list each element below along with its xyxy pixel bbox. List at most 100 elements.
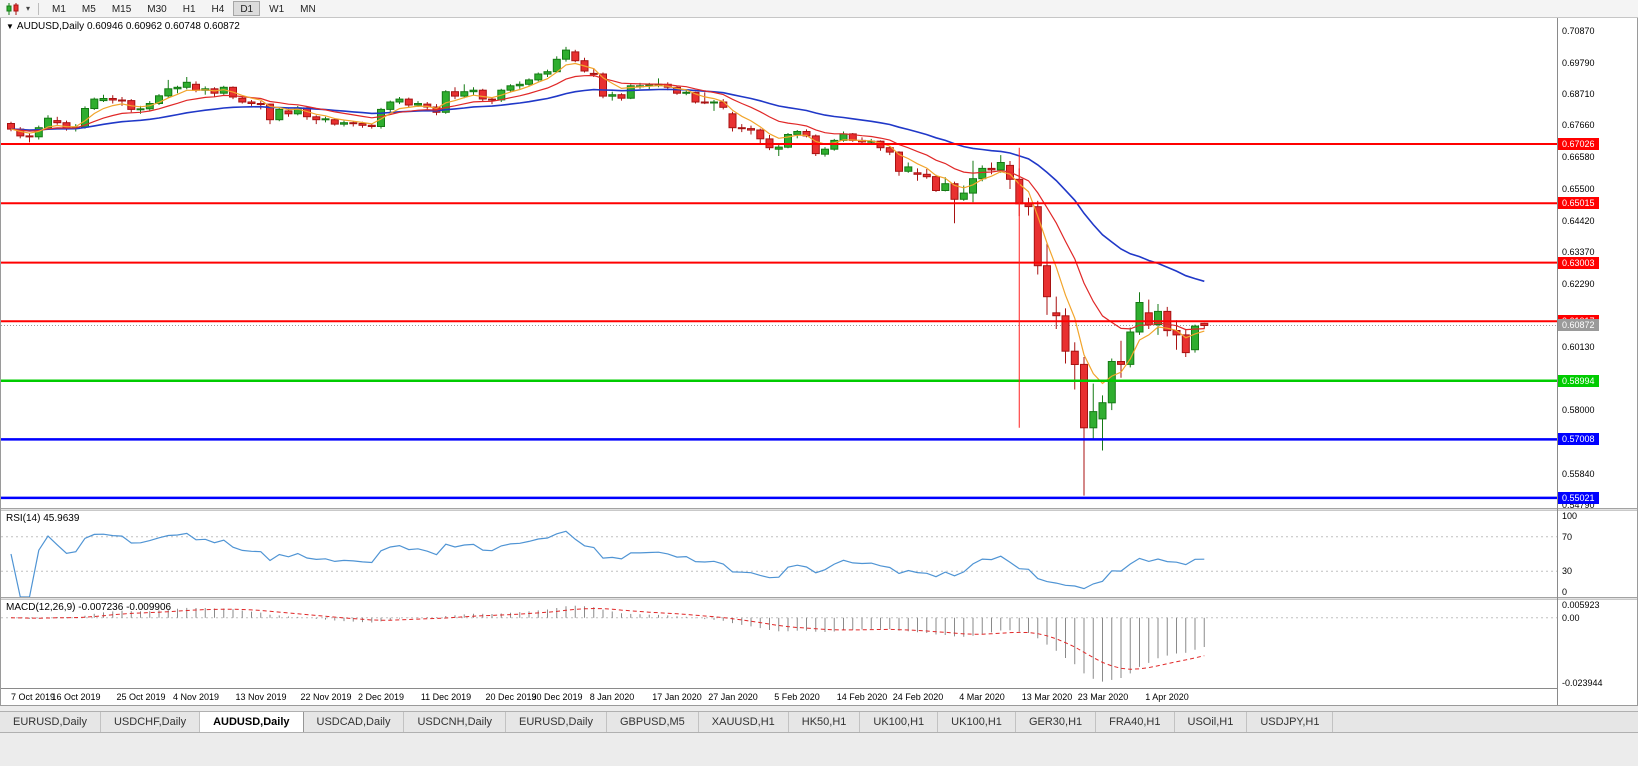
date-label: 14 Feb 2020 [836,692,888,702]
timeframe-button-mn[interactable]: MN [300,4,316,15]
rsi-canvas[interactable] [1,511,1557,597]
chart-tab-usoil-h1[interactable]: USOil,H1 [1174,712,1248,732]
axis-splitter [1558,597,1637,600]
moving-average-lines [10,62,1205,385]
macd-axis-label: -0.023944 [1562,678,1603,688]
title-marker-icon: ▼ [6,22,14,31]
price-tick-label: 0.64420 [1562,216,1595,226]
chart-tab-ger30-h1[interactable]: GER30,H1 [1015,712,1097,732]
plot-column: ▼ AUDUSD,Daily 0.60946 0.60962 0.60748 0.… [1,18,1557,705]
current-price-tag: 0.60872 [1558,319,1599,331]
price-tick-label: 0.54790 [1562,500,1595,510]
rsi-axis-label: 100 [1562,511,1578,521]
price-tick-label: 0.66580 [1562,152,1595,162]
axis-splitter [1558,508,1637,511]
price-tick-label: 0.63370 [1562,247,1595,257]
date-label: 30 Dec 2019 [531,692,583,702]
timeframe-buttons: M1 M5 M15 M30 H1 H4 D1 W1 MN [44,1,324,16]
chart-tab-gbpusd-m5[interactable]: GBPUSD,M5 [607,712,699,732]
timeframe-button-h4[interactable]: H4 [211,4,225,15]
date-label: 13 Nov 2019 [235,692,287,702]
chart-tab-hk50-h1[interactable]: HK50,H1 [788,712,861,732]
date-axis[interactable]: 7 Oct 2019 16 Oct 2019 25 Oct 2019 4 Nov 20… [1,688,1557,705]
date-label: 13 Mar 2020 [1021,692,1073,702]
macd-label: MACD(12,26,9) -0.007236 -0.009906 [6,602,172,613]
price-tick-label: 0.65500 [1562,184,1595,194]
timeframe-button-w1[interactable]: W1 [269,4,285,15]
price-tick-label: 0.69790 [1562,58,1595,68]
price-level-tag[interactable]: 0.55021 [1558,492,1599,504]
date-label: 24 Feb 2020 [892,692,944,702]
panel-splitter[interactable] [1,508,1557,511]
rsi-axis[interactable]: 100 70 30 0 [1558,511,1637,597]
chart-tab-uk100-h1[interactable]: UK100,H1 [938,712,1016,732]
chart-tab-usdchf-daily[interactable]: USDCHF,Daily [100,712,201,732]
price-tick-label: 0.60130 [1562,342,1595,352]
chart-tab-usdcnh-daily[interactable]: USDCNH,Daily [404,712,507,732]
chart-tab-eurusd-daily[interactable]: EURUSD,Daily [0,712,101,732]
price-tick-label: 0.70870 [1562,26,1595,36]
price-tick-label: 0.67660 [1562,120,1595,130]
chart-title: ▼ AUDUSD,Daily 0.60946 0.60962 0.60748 0.… [6,21,240,32]
price-tick-label: 0.68710 [1562,89,1595,99]
price-tick-label: 0.58000 [1562,405,1595,415]
timeframe-button-d1[interactable]: D1 [233,1,261,16]
date-label: 16 Oct 2019 [51,692,101,702]
price-level-tag[interactable]: 0.58994 [1558,375,1599,387]
main-price-axis[interactable]: 0.70870 0.69790 0.68710 0.67660 0.66580 0.655… [1558,18,1637,510]
chart-tab-usdcad-daily[interactable]: USDCAD,Daily [303,712,405,732]
main-chart-canvas[interactable] [1,18,1557,508]
timeframe-button-m15[interactable]: M15 [111,4,132,15]
date-label: 1 Apr 2020 [1145,692,1189,702]
date-label: 7 Oct 2019 [11,692,56,702]
ma-slow-blue [10,88,1205,283]
macd-canvas[interactable] [1,600,1557,688]
chart-tab-fra40-h1[interactable]: FRA40,H1 [1096,712,1175,732]
price-level-tag[interactable]: 0.67026 [1558,138,1599,150]
timeframe-button-m5[interactable]: M5 [81,4,96,15]
rsi-line [10,530,1205,597]
title-symbol: AUDUSD,Daily [16,21,85,32]
macd-signal-line [10,607,1205,670]
macd-axis[interactable]: 0.005923 0.00 -0.023944 [1558,600,1637,688]
macd-panel[interactable]: MACD(12,26,9) -0.007236 -0.009906 [1,600,1557,688]
price-tick-label: 0.55840 [1562,469,1595,479]
timeframe-button-h1[interactable]: H1 [182,4,196,15]
timeframe-button-m30[interactable]: M30 [147,4,167,15]
ma-mid-red [10,74,1205,331]
main-chart-panel[interactable]: ▼ AUDUSD,Daily 0.60946 0.60962 0.60748 0.… [1,18,1557,508]
macd-axis-label: 0.00 [1562,613,1580,623]
date-label: 20 Dec 2019 [485,692,537,702]
date-label: 4 Nov 2019 [172,692,220,702]
date-label: 25 Oct 2019 [116,692,166,702]
price-level-tag[interactable]: 0.57008 [1558,433,1599,445]
toolbar-separator [38,2,40,15]
rsi-panel[interactable]: RSI(14) 45.9639 [1,511,1557,597]
chart-tab-bar: EURUSD,Daily USDCHF,Daily AUDUSD,Daily USDC… [0,711,1638,733]
candlestick-chart-icon[interactable] [3,1,23,17]
chart-tab-xauusd-h1[interactable]: XAUUSD,H1 [698,712,789,732]
price-tick-label: 0.62290 [1562,279,1595,289]
price-level-tag[interactable]: 0.63003 [1558,257,1599,269]
chart-tab-usdjpy-h1[interactable]: USDJPY,H1 [1247,712,1334,732]
date-label: 4 Mar 2020 [959,692,1005,702]
date-label: 8 Jan 2020 [589,692,635,702]
price-axis[interactable]: 0.70870 0.69790 0.68710 0.67660 0.66580 0.655… [1557,18,1637,705]
timeframe-button-m1[interactable]: M1 [52,4,66,15]
chart-tab-uk100-h1[interactable]: UK100,H1 [860,712,939,732]
horizontal-level-lines [1,143,1557,500]
rsi-label: RSI(14) 45.9639 [6,513,80,524]
macd-axis-label: 0.005923 [1562,600,1600,610]
chart-tab-eurusd-daily[interactable]: EURUSD,Daily [506,712,607,732]
ma-fast-orange [10,62,1205,385]
panel-splitter[interactable] [1,597,1557,600]
dropdown-caret-icon[interactable]: ▾ [26,4,31,13]
rsi-axis-label: 30 [1562,566,1573,576]
chart-window: ▼ AUDUSD,Daily 0.60946 0.60962 0.60748 0.… [0,18,1638,706]
price-level-tag[interactable]: 0.65015 [1558,197,1599,209]
chart-tab-audusd-daily[interactable]: AUDUSD,Daily [200,712,304,732]
rsi-axis-label: 0 [1562,587,1568,597]
date-label: 27 Jan 2020 [708,692,758,702]
date-label: 22 Nov 2019 [300,692,352,702]
